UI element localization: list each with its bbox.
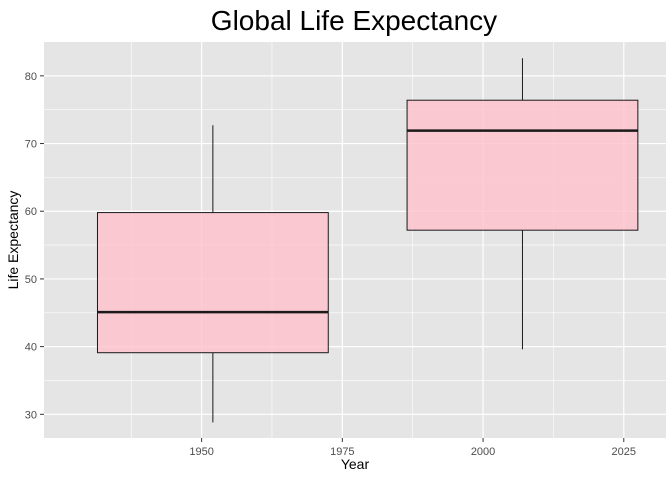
y-tick-label: 40 <box>25 342 37 354</box>
y-tick-label: 70 <box>25 139 37 151</box>
x-tick-label: 2025 <box>612 446 636 458</box>
box-2007 <box>406 58 639 350</box>
x-tick-label: 1950 <box>189 446 213 458</box>
boxes <box>96 58 639 423</box>
box-1952 <box>96 125 329 423</box>
chart-title: Global Life Expectancy <box>211 5 497 36</box>
y-axis-title: Life Expectancy <box>5 191 21 290</box>
x-axis-title: Year <box>341 456 370 472</box>
x-axis: 1950 1975 2000 2025 <box>189 438 636 458</box>
box-iqr <box>406 99 639 231</box>
y-tick-label: 80 <box>25 71 37 83</box>
y-tick-label: 60 <box>25 206 37 218</box>
x-tick-label: 2000 <box>471 446 495 458</box>
y-tick-label: 50 <box>25 274 37 286</box>
y-axis: 30 40 50 60 70 80 <box>25 71 44 421</box>
box-iqr <box>96 212 329 354</box>
y-tick-label: 30 <box>25 409 37 421</box>
x-tick-label: 1975 <box>330 446 354 458</box>
